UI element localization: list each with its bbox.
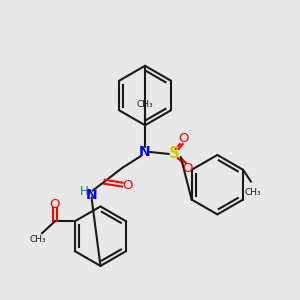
Text: O: O	[122, 179, 133, 192]
Text: CH₃: CH₃	[245, 188, 261, 196]
Text: CH₃: CH₃	[30, 235, 46, 244]
Text: S: S	[169, 146, 180, 161]
Text: CH₃: CH₃	[137, 100, 153, 109]
Text: H: H	[80, 185, 89, 198]
Text: O: O	[182, 162, 193, 175]
Text: N: N	[139, 145, 151, 159]
Text: N: N	[86, 188, 98, 202]
Text: O: O	[50, 198, 60, 211]
Text: O: O	[178, 132, 189, 145]
